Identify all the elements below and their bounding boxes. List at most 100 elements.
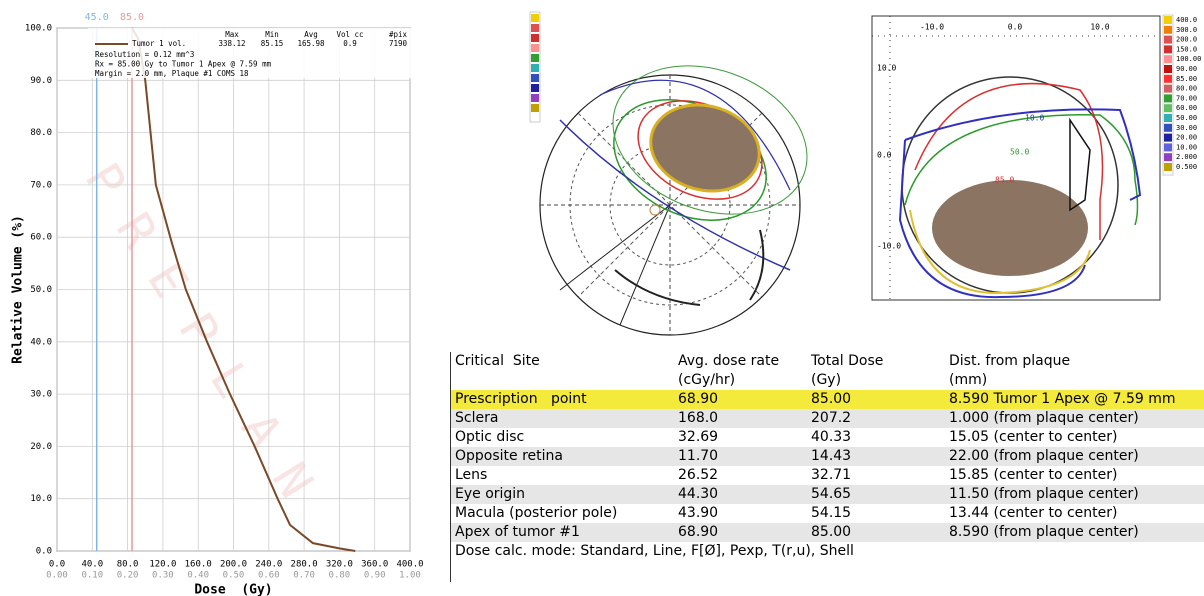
table-cell: 11.50 (from plaque center) (945, 485, 1204, 504)
stat-header: Avg (304, 30, 318, 39)
header-text: Total Dose (811, 352, 941, 371)
scale-swatch (1164, 104, 1172, 112)
axis-label: 10.0 (1090, 23, 1109, 32)
table-cell: 32.69 (674, 428, 807, 447)
y-tick-label: 50.0 (30, 285, 52, 295)
x2-tick-label: 0.30 (152, 571, 174, 581)
scale-label: 85.00 (1176, 75, 1197, 83)
table-cell: 40.33 (807, 428, 945, 447)
table-cell: Lens (451, 466, 674, 485)
contour-label: 10.0 (1025, 114, 1044, 123)
scale-label: 0.500 (1176, 163, 1197, 171)
stat-header: #pix (389, 30, 408, 39)
x2-tick-label: 0.50 (223, 571, 245, 581)
x2-tick-label: 0.70 (293, 571, 315, 581)
scale-label: 300.0 (1176, 26, 1197, 34)
table-cell: 54.65 (807, 485, 945, 504)
header-cell: Critical Site (451, 352, 674, 390)
x2-tick-label: 0.80 (329, 571, 351, 581)
y-tick-label: 80.0 (30, 128, 52, 138)
scale-label: 100.00 (1176, 55, 1201, 63)
table-cell: 68.90 (674, 523, 807, 542)
table-cell: 54.15 (807, 504, 945, 523)
x-tick-label: 80.0 (117, 560, 139, 570)
x-tick-label: 0.0 (49, 560, 65, 570)
polar-diagram (530, 12, 828, 335)
stat-value: 7190 (389, 39, 408, 48)
header-text: (cGy/hr) (678, 371, 803, 390)
axis-label: -10.0 (920, 23, 944, 32)
stat-header: Max (225, 30, 239, 39)
scale-swatch (1164, 85, 1172, 93)
table-cell: 68.90 (674, 390, 807, 409)
scale-label: 60.00 (1176, 104, 1197, 112)
stat-value: 0.9 (343, 39, 357, 48)
header-text: Critical Site (455, 352, 670, 371)
table-cell: 1.000 (from plaque center) (945, 409, 1204, 428)
table-cell: 15.85 (center to center) (945, 466, 1204, 485)
table-cell: 44.30 (674, 485, 807, 504)
scale-label: 20.00 (1176, 134, 1197, 142)
x-axis-title: Dose (Gy) (194, 583, 272, 596)
x2-tick-label: 0.60 (258, 571, 280, 581)
legend-label: Tumor 1 vol. (132, 39, 186, 48)
scale-label: 10.00 (1176, 143, 1197, 151)
header-text: Avg. dose rate (678, 352, 803, 371)
x-tick-label: 200.0 (220, 560, 247, 570)
y-axis-title: Relative Volume (%) (11, 215, 26, 364)
table-cell: 168.0 (674, 409, 807, 428)
scale-label: 150.0 (1176, 45, 1197, 53)
y-tick-label: 60.0 (30, 233, 52, 243)
contour-label: 85.0 (995, 176, 1014, 185)
header-cell: Dist. from plaque(mm) (945, 352, 1204, 390)
table-cell: 15.05 (center to center) (945, 428, 1204, 447)
y-tick-label: 0.0 (36, 547, 52, 557)
scale-swatch (1164, 143, 1172, 151)
stat-header: Vol cc (336, 30, 363, 39)
page: PREPLAN0.010.020.030.040.050.060.070.080… (0, 0, 1204, 596)
table-cell: 85.00 (807, 523, 945, 542)
scale-swatch (1164, 114, 1172, 122)
y-tick-label: 100.0 (25, 24, 52, 34)
x-tick-label: 40.0 (81, 560, 103, 570)
table-cell: 8.590 Tumor 1 Apex @ 7.59 mm (945, 390, 1204, 409)
table-cell: 8.590 (from plaque center) (945, 523, 1204, 542)
table-footer: Dose calc. mode: Standard, Line, F[Ø], P… (451, 542, 1204, 561)
table-cell: 11.70 (674, 447, 807, 466)
scale-swatch (1164, 36, 1172, 44)
scale-swatch (1164, 75, 1172, 83)
scale-label: 90.00 (1176, 65, 1197, 73)
table-cell: 207.2 (807, 409, 945, 428)
x-tick-label: 280.0 (291, 560, 318, 570)
table-cell: Sclera (451, 409, 674, 428)
header-cell: Avg. dose rate(cGy/hr) (674, 352, 807, 390)
scale-swatch (1164, 55, 1172, 63)
section-diagram (872, 15, 1173, 300)
table-cell: 32.71 (807, 466, 945, 485)
scale-swatch (1164, 26, 1172, 34)
reference-label: 45.0 (85, 12, 109, 23)
y-tick-label: 20.0 (30, 442, 52, 452)
axis-label: -10.0 (877, 242, 901, 251)
y-tick-label: 30.0 (30, 390, 52, 400)
stat-value: 338.12 (218, 39, 245, 48)
legend-note: Resolution = 0.12 mm^3 (95, 50, 194, 59)
stat-value: 165.98 (297, 39, 325, 48)
table-cell: 14.43 (807, 447, 945, 466)
x2-tick-label: 0.00 (46, 571, 68, 581)
axis-label: 0.0 (877, 151, 892, 160)
table-cell: Eye origin (451, 485, 674, 504)
x-tick-label: 360.0 (361, 560, 388, 570)
table-row: Opposite retina11.7014.4322.00 (from pla… (451, 447, 1204, 466)
scale-swatch (1164, 163, 1172, 171)
x-tick-label: 400.0 (396, 560, 423, 570)
reference-label: 85.0 (120, 12, 144, 23)
header-text: (mm) (949, 371, 1201, 390)
axis-label: 10.0 (877, 64, 896, 73)
